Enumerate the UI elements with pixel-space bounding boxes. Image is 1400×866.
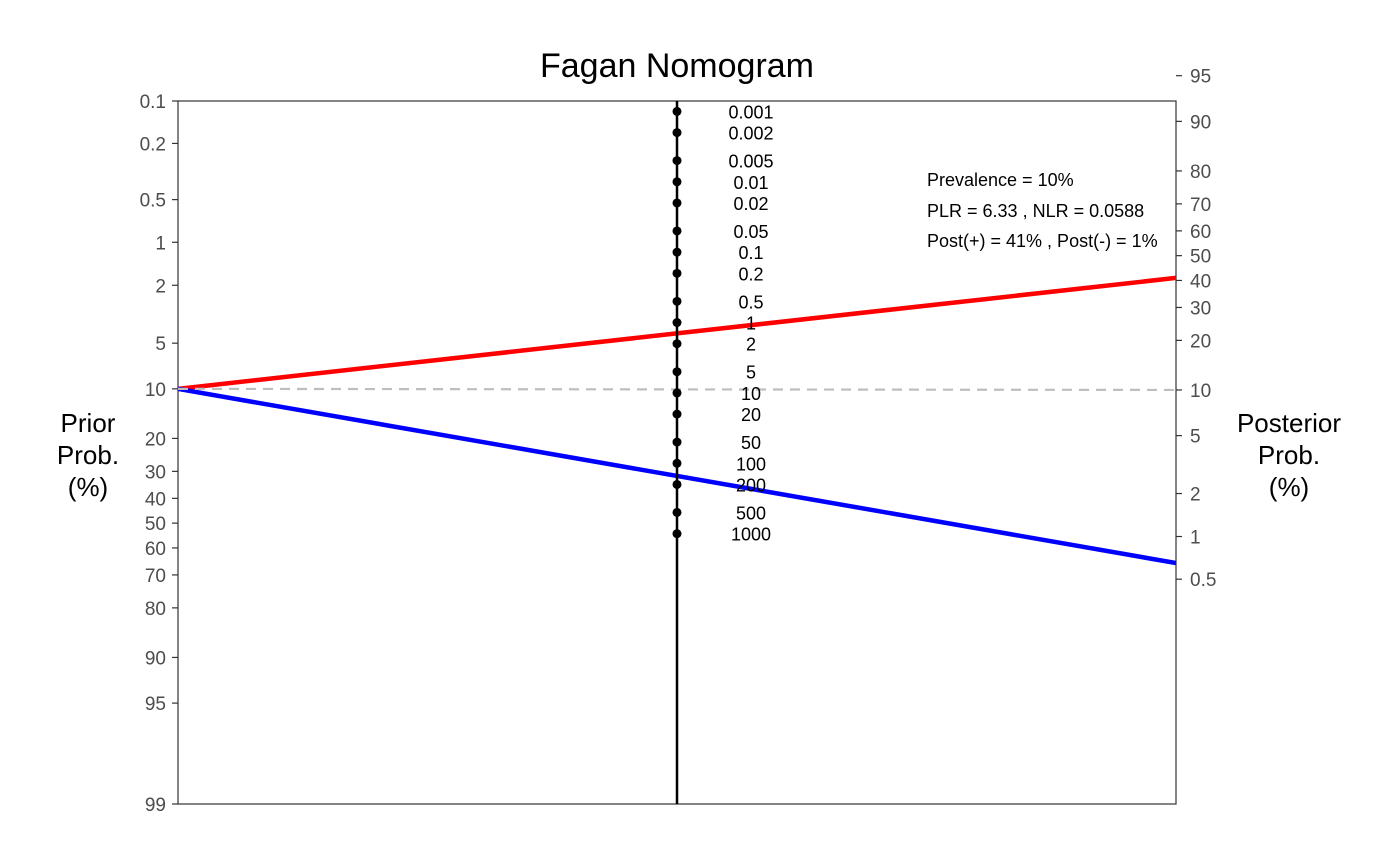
left-axis-tick-label: 70: [145, 566, 166, 587]
lr-scale-label: 100: [736, 454, 766, 474]
lr-scale-point: [672, 156, 682, 166]
right-axis-title: Posterior Prob. (%): [1237, 408, 1341, 502]
lr-scale-point: [672, 318, 682, 328]
left-axis-title-line-2: Prob.: [57, 440, 119, 470]
right-axis-title-line-3: (%): [1269, 472, 1309, 502]
lr-scale-point: [672, 507, 682, 517]
lr-scale-point: [672, 128, 682, 138]
lr-scale-point: [672, 268, 682, 278]
left-axis-title-line-3: (%): [68, 472, 108, 502]
lr-scale-label: 0.01: [733, 173, 768, 193]
lr-scale-label: 0.1: [738, 243, 763, 263]
right-axis-tick-label: 40: [1190, 271, 1211, 292]
left-axis-tick-label: 1: [155, 233, 166, 254]
lr-scale-label: 1000: [731, 525, 771, 545]
right-axis-title-line-2: Prob.: [1258, 440, 1320, 470]
lr-scale-label: 10: [741, 384, 761, 404]
right-axis-tick-label: 90: [1190, 112, 1211, 133]
left-axis: 0.1 0.2 0.5 1 2 5 10 20 30 40 50 60 70 80 90 95 99: [140, 92, 178, 816]
left-axis-tick-label: 0.5: [140, 191, 166, 212]
lr-scale-point: [672, 339, 682, 349]
left-axis-tick-label: 5: [155, 334, 166, 355]
lr-scale-point: [672, 409, 682, 419]
left-axis-tick-label: 99: [145, 795, 166, 816]
lr-scale-point: [672, 479, 682, 489]
lr-scale-label: 0.002: [728, 124, 773, 144]
annotations: Prevalence = 10% PLR = 6.33 , NLR = 0.05…: [927, 170, 1158, 251]
left-axis-tick-label: 95: [145, 694, 166, 715]
right-axis-tick-label: 20: [1190, 331, 1211, 352]
annotation-posteriors: Post(+) = 41% , Post(-) = 1%: [927, 231, 1158, 251]
right-axis-tick-label: 10: [1190, 381, 1211, 402]
left-axis-tick-label: 0.2: [140, 134, 166, 155]
lr-scale-label: 0.001: [728, 102, 773, 122]
left-axis-tick-label: 80: [145, 599, 166, 620]
right-axis-tick-label: 70: [1190, 195, 1211, 216]
lr-scale-label: 2: [746, 335, 756, 355]
left-axis-tick-label: 2: [155, 276, 166, 297]
annotation-ratios: PLR = 6.33 , NLR = 0.0588: [927, 201, 1144, 221]
right-axis-tick-label: 50: [1190, 247, 1211, 268]
lr-scale-label: 0.5: [738, 292, 763, 312]
lr-scale-point: [672, 296, 682, 306]
annotation-prevalence: Prevalence = 10%: [927, 170, 1074, 190]
left-axis-tick-label: 0.1: [140, 92, 166, 113]
lr-scale-label: 0.2: [738, 264, 763, 284]
left-axis-tick-label: 20: [145, 429, 166, 450]
lr-scale-label: 200: [736, 475, 766, 495]
right-axis-tick-label: 2: [1190, 485, 1201, 506]
lr-scale-point: [672, 529, 682, 539]
lr-scale-label: 500: [736, 503, 766, 523]
left-axis-tick-label: 50: [145, 514, 166, 535]
lr-scale-point: [672, 226, 682, 236]
left-axis-tick-label: 30: [145, 462, 166, 483]
right-axis-tick-label: 80: [1190, 162, 1211, 183]
left-axis-title: Prior Prob. (%): [57, 408, 119, 502]
lr-scale-point: [672, 437, 682, 447]
lr-scale-label: 0.005: [728, 152, 773, 172]
lr-scale-point: [672, 198, 682, 208]
lr-scale-label: 50: [741, 433, 761, 453]
right-axis-tick-label: 30: [1190, 298, 1211, 319]
likelihood-ratio-scale: 10005002001005020105210.50.20.10.050.020…: [672, 102, 774, 545]
left-axis-title-line-1: Prior: [61, 408, 116, 438]
lr-scale-point: [672, 247, 682, 257]
right-axis-tick-label: 60: [1190, 222, 1211, 243]
lr-scale-point: [672, 177, 682, 187]
right-axis-tick-label: 0.5: [1190, 570, 1216, 591]
lr-scale-label: 1: [746, 314, 756, 334]
lr-scale-label: 0.05: [733, 222, 768, 242]
left-axis-tick-label: 90: [145, 648, 166, 669]
left-axis-tick-label: 60: [145, 539, 166, 560]
lr-scale-point: [672, 458, 682, 468]
right-axis-tick-label: 5: [1190, 427, 1201, 448]
lr-scale-label: 5: [746, 363, 756, 383]
lr-scale-label: 0.02: [733, 194, 768, 214]
right-axis-title-line-1: Posterior: [1237, 408, 1341, 438]
left-axis-tick-label: 40: [145, 489, 166, 510]
lr-scale-label: 20: [741, 405, 761, 425]
right-axis-tick-label: 1: [1190, 528, 1201, 549]
lr-scale-point: [672, 388, 682, 398]
left-axis-tick-label: 10: [145, 380, 166, 401]
lr-scale-point: [672, 367, 682, 377]
chart-title: Fagan Nomogram: [540, 47, 814, 85]
lr-scale-point: [672, 106, 682, 116]
right-axis-tick-label: 95: [1190, 67, 1211, 88]
